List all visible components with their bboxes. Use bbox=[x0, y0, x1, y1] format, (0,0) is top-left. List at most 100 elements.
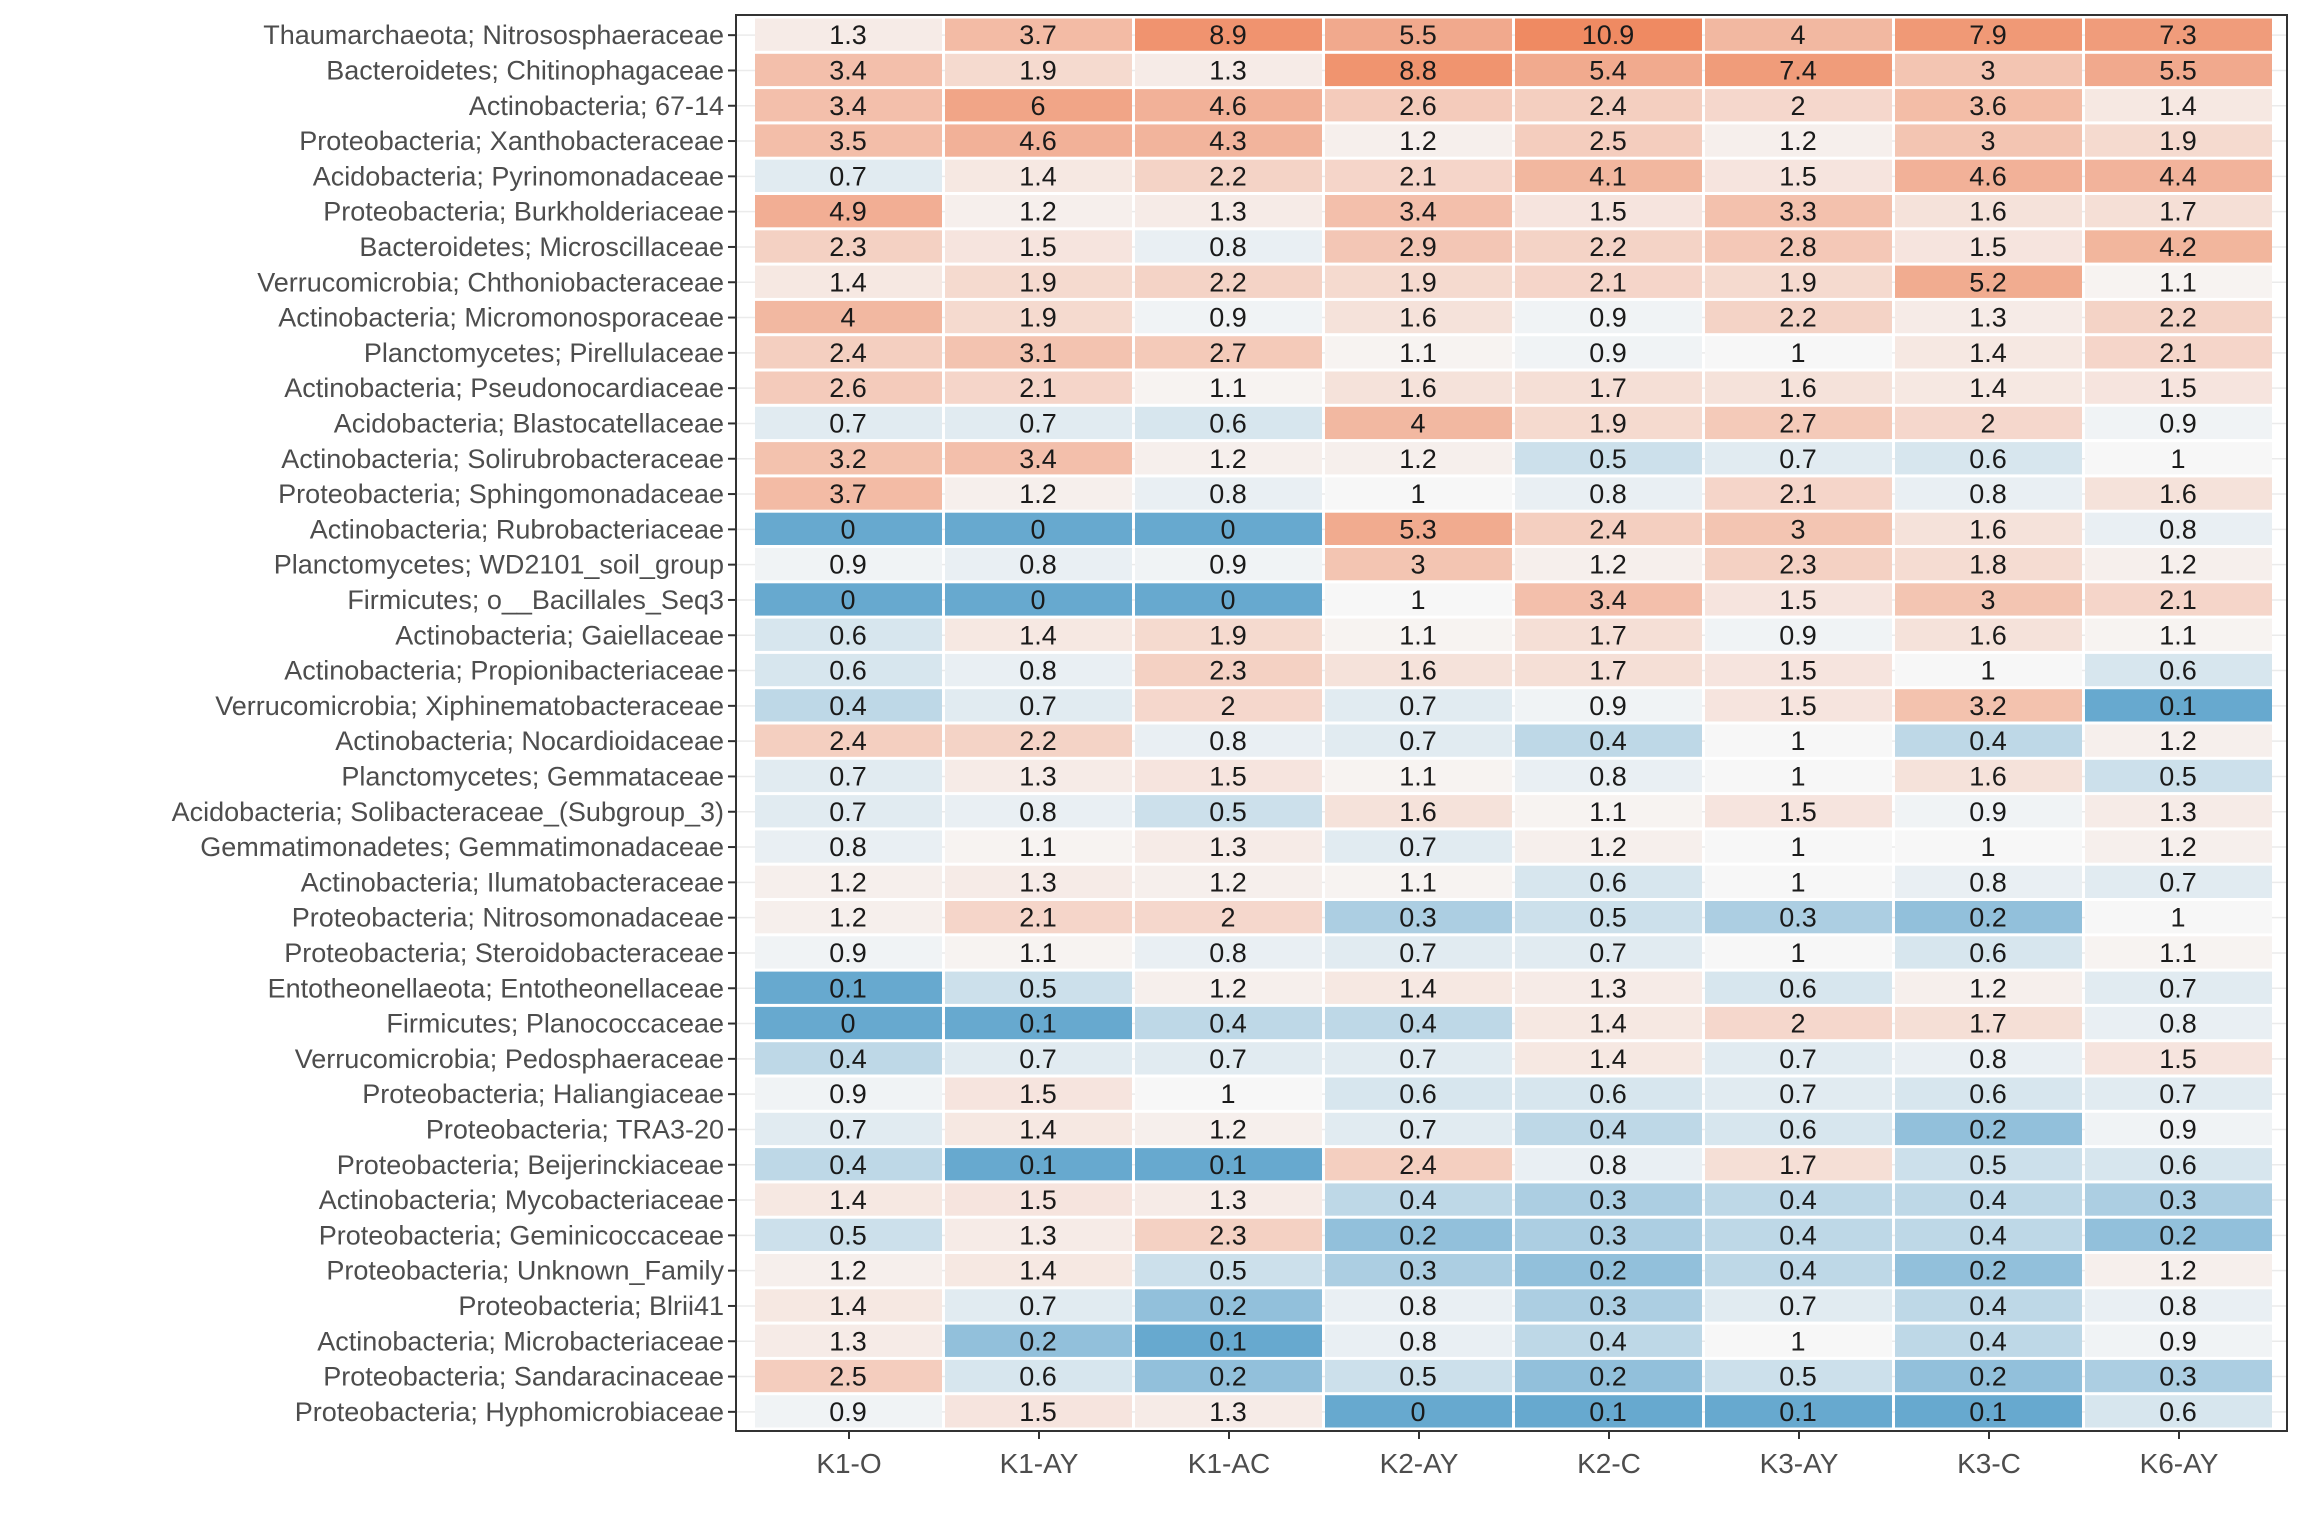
column-label: K3-AY bbox=[1760, 1448, 1839, 1479]
cell-value: 1.2 bbox=[1019, 479, 1057, 509]
heatmap-cell bbox=[945, 936, 1132, 969]
cell-value: 2.5 bbox=[829, 1362, 867, 1392]
heatmap-cell bbox=[1135, 1254, 1322, 1287]
heatmap-cell bbox=[1135, 1148, 1322, 1181]
cell-value: 3 bbox=[1980, 585, 1995, 615]
heatmap-cell bbox=[2085, 618, 2272, 651]
cell-value: 2.4 bbox=[829, 338, 867, 368]
heatmap-cell bbox=[2085, 406, 2272, 440]
cell-value: 1.3 bbox=[1969, 303, 2007, 333]
cell-value: 0.8 bbox=[1399, 1326, 1437, 1356]
heatmap-cell bbox=[1705, 936, 1892, 969]
heatmap-cell bbox=[1325, 512, 1512, 545]
heatmap-cell bbox=[1895, 583, 2082, 616]
cell-value: 2.1 bbox=[1399, 161, 1437, 191]
cell-value: 0.7 bbox=[1779, 444, 1817, 474]
heatmap-cell bbox=[945, 406, 1132, 440]
heatmap-cell bbox=[1705, 230, 1892, 263]
cell-value: 1.6 bbox=[1399, 373, 1437, 403]
heatmap-cell bbox=[945, 830, 1132, 863]
cell-value: 0.1 bbox=[1019, 1150, 1057, 1180]
heatmap-cell bbox=[1705, 18, 1892, 51]
row-label: Proteobacteria; Unknown_Family bbox=[326, 1256, 724, 1286]
heatmap-cell bbox=[1135, 583, 1322, 616]
heatmap-cell bbox=[1135, 865, 1322, 898]
cell-value: 0.6 bbox=[2159, 656, 2197, 686]
row-label: Proteobacteria; Nitrosomonadaceae bbox=[292, 903, 724, 933]
heatmap-cell bbox=[755, 406, 942, 440]
heatmap-cell bbox=[2085, 124, 2272, 157]
heatmap-cell bbox=[755, 300, 942, 334]
cell-value: 1.2 bbox=[1969, 973, 2007, 1003]
cell-value: 2.6 bbox=[829, 373, 867, 403]
heatmap-cell bbox=[1705, 265, 1892, 298]
cell-value: 0.7 bbox=[1399, 691, 1437, 721]
heatmap-cell bbox=[1325, 159, 1512, 192]
heatmap-cell bbox=[1515, 265, 1702, 298]
heatmap-cell bbox=[1515, 971, 1702, 1004]
cell-value: 0.1 bbox=[1209, 1150, 1247, 1180]
heatmap-cell bbox=[2085, 1112, 2272, 1146]
heatmap-cell bbox=[755, 1395, 942, 1428]
heatmap-cell bbox=[1325, 53, 1512, 87]
cell-value: 1.3 bbox=[1019, 867, 1057, 897]
cell-value: 0.4 bbox=[1589, 1326, 1627, 1356]
heatmap-cell bbox=[945, 618, 1132, 651]
cell-value: 0.4 bbox=[1209, 1009, 1247, 1039]
heatmap-cell bbox=[1325, 371, 1512, 404]
cell-value: 0.4 bbox=[1589, 1114, 1627, 1144]
cell-value: 0.9 bbox=[829, 1079, 867, 1109]
heatmap-cell bbox=[1515, 53, 1702, 87]
heatmap-cell bbox=[1895, 406, 2082, 440]
cell-value: 0.7 bbox=[1779, 1291, 1817, 1321]
heatmap-cell bbox=[2085, 442, 2272, 475]
heatmap-cell bbox=[1515, 406, 1702, 440]
heatmap-cell bbox=[2085, 1006, 2272, 1040]
cell-value: 1.1 bbox=[1399, 761, 1437, 791]
cell-value: 0.8 bbox=[1019, 550, 1057, 580]
cell-value: 1.7 bbox=[2159, 197, 2197, 227]
cell-value: 0.7 bbox=[1019, 408, 1057, 438]
cell-value: 1.7 bbox=[1589, 656, 1627, 686]
heatmap-cell bbox=[1325, 1289, 1512, 1322]
heatmap-cell bbox=[1325, 300, 1512, 334]
heatmap-cell bbox=[945, 1218, 1132, 1251]
heatmap-cell bbox=[1515, 1112, 1702, 1146]
cell-value: 1.2 bbox=[1209, 973, 1247, 1003]
heatmap-cell bbox=[1515, 300, 1702, 334]
heatmap-cell bbox=[1135, 336, 1322, 369]
cell-value: 2.2 bbox=[1209, 161, 1247, 191]
row-label: Proteobacteria; Burkholderiaceae bbox=[323, 197, 724, 227]
cell-value: 0.4 bbox=[829, 691, 867, 721]
heatmap-cell bbox=[1515, 1254, 1702, 1287]
cell-value: 5.4 bbox=[1589, 55, 1627, 85]
cell-value: 0.5 bbox=[1209, 1256, 1247, 1286]
cell-value: 0.2 bbox=[2159, 1220, 2197, 1250]
heatmap-cell bbox=[1895, 548, 2082, 581]
cell-value: 1.2 bbox=[1019, 197, 1057, 227]
cell-value: 1 bbox=[1790, 726, 1805, 756]
cell-value: 0.4 bbox=[1779, 1220, 1817, 1250]
cell-value: 0.6 bbox=[829, 620, 867, 650]
cell-value: 1 bbox=[1980, 832, 1995, 862]
row-label: Actinobacteria; Gaiellaceae bbox=[395, 620, 724, 650]
heatmap-cell bbox=[1895, 1148, 2082, 1181]
cell-value: 1.3 bbox=[1209, 1397, 1247, 1427]
cell-value: 1.4 bbox=[829, 1185, 867, 1215]
cell-value: 2 bbox=[1220, 691, 1235, 721]
cell-value: 2.8 bbox=[1779, 232, 1817, 262]
heatmap-cell bbox=[2085, 1042, 2272, 1075]
heatmap-cell bbox=[1325, 1006, 1512, 1040]
cell-value: 1.7 bbox=[1589, 620, 1627, 650]
cell-value: 0.7 bbox=[1019, 1044, 1057, 1074]
cell-value: 0.4 bbox=[1969, 1326, 2007, 1356]
heatmap-cell bbox=[2085, 830, 2272, 863]
cell-value: 0.6 bbox=[1019, 1362, 1057, 1392]
heatmap-cell bbox=[945, 1112, 1132, 1146]
heatmap-cell bbox=[1515, 830, 1702, 863]
heatmap-cell bbox=[1705, 1218, 1892, 1251]
cell-value: 4 bbox=[1790, 20, 1805, 50]
heatmap-cell bbox=[945, 1254, 1132, 1287]
cell-value: 1.4 bbox=[829, 267, 867, 297]
cell-value: 1 bbox=[1410, 479, 1425, 509]
